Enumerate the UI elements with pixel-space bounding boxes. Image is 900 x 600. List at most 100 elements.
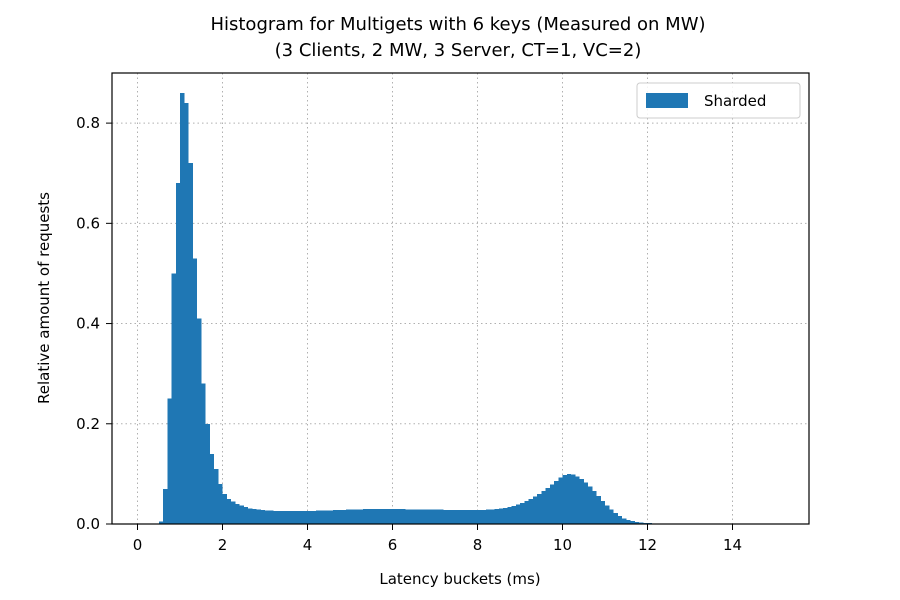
histogram-bar: [371, 508, 376, 524]
histogram-bar: [367, 508, 372, 524]
histogram-bar: [163, 488, 168, 524]
histogram-bar: [354, 509, 359, 524]
histogram-bar: [558, 477, 563, 524]
histogram-bar: [214, 468, 219, 524]
histogram-bar: [358, 509, 363, 524]
histogram-bar: [396, 508, 401, 524]
histogram-bar: [617, 515, 622, 524]
histogram-bar: [337, 509, 342, 524]
histogram-bar: [188, 163, 193, 524]
histogram-bar: [613, 512, 618, 524]
histogram-bar: [486, 509, 491, 524]
histogram-bar: [375, 508, 380, 524]
histogram-bar: [473, 509, 478, 524]
histogram-bar: [260, 509, 265, 524]
histogram-bar: [605, 505, 610, 524]
histogram-bar: [197, 318, 202, 524]
histogram-bar: [464, 509, 469, 524]
histogram-bar: [596, 495, 601, 524]
histogram-bar: [413, 509, 418, 524]
histogram-bar: [265, 510, 270, 524]
histogram-bar: [588, 486, 593, 524]
histogram-bar: [503, 507, 508, 524]
histogram-bar: [592, 490, 597, 524]
histogram-bar: [282, 510, 287, 524]
histogram-bar: [286, 510, 291, 524]
histogram-bar: [481, 509, 486, 524]
histogram-bar: [311, 510, 316, 524]
histogram-bar: [507, 506, 512, 524]
histogram-bar: [409, 509, 414, 524]
histogram-bar: [460, 509, 465, 524]
histogram-bar: [388, 508, 393, 524]
legend-label-sharded: Sharded: [704, 92, 766, 110]
histogram-bar: [524, 500, 529, 524]
legend: Sharded: [636, 82, 801, 119]
histogram-bar: [405, 509, 410, 524]
histogram-bar: [201, 383, 206, 524]
histogram-bar: [180, 93, 185, 525]
histogram-bar: [192, 258, 197, 524]
x-axis-label: Latency buckets (ms): [379, 570, 540, 588]
histogram-bar: [477, 509, 482, 524]
histogram-bar: [277, 510, 282, 524]
histogram-bar: [303, 510, 308, 524]
histogram-bar: [545, 487, 550, 524]
x-tick-label: 0: [133, 536, 143, 554]
x-tick-label: 4: [303, 536, 313, 554]
y-axis-label: Relative amount of requests: [35, 192, 53, 404]
histogram-bar: [299, 510, 304, 524]
histogram-bar: [515, 504, 520, 524]
histogram-bar: [294, 510, 299, 524]
histogram-bar: [205, 423, 210, 524]
histogram-bar: [528, 498, 533, 524]
histogram-bar: [273, 510, 278, 524]
histogram-bar: [248, 508, 253, 524]
histogram-bar: [541, 490, 546, 524]
histogram-bar: [430, 509, 435, 524]
histogram-bar: [426, 509, 431, 524]
histogram-bar: [167, 398, 172, 524]
histogram-bar: [583, 482, 588, 524]
histogram-bars: [158, 93, 775, 525]
histogram-bar: [490, 509, 495, 524]
x-tick-label: 10: [553, 536, 572, 554]
histogram-bar: [209, 453, 214, 524]
histogram-bar: [418, 509, 423, 524]
histogram-bar: [549, 484, 554, 524]
histogram-bar: [494, 508, 499, 524]
x-tick-label: 6: [388, 536, 398, 554]
histogram-bar: [345, 509, 350, 524]
histogram-bar: [554, 480, 559, 524]
x-tick-label: 8: [473, 536, 483, 554]
histogram-bar: [171, 273, 176, 524]
histogram-bar: [456, 509, 461, 524]
histogram-bar: [622, 518, 627, 524]
histogram-bar: [562, 474, 567, 524]
histogram-bar: [239, 505, 244, 524]
histogram-bar: [600, 500, 605, 524]
histogram-bar: [362, 508, 367, 524]
histogram-bar: [243, 506, 248, 524]
histogram-bar: [256, 509, 261, 524]
histogram-bar: [469, 509, 474, 524]
histogram-bar: [231, 501, 236, 524]
histogram-bar: [422, 509, 427, 524]
histogram-bar: [175, 183, 180, 524]
histogram-bar: [316, 510, 321, 524]
histogram-bar: [626, 519, 631, 524]
histogram-bar: [307, 510, 312, 524]
histogram-bar: [392, 508, 397, 524]
histogram-bar: [566, 473, 571, 524]
histogram-bar: [520, 502, 525, 524]
histogram-bar: [184, 103, 189, 525]
histogram-bar: [235, 503, 240, 524]
x-tick-label: 12: [638, 536, 657, 554]
histogram-bar: [447, 509, 452, 524]
x-axis-ticks: 0 2 4 6 8 10 12 14: [133, 524, 742, 554]
histogram-bar: [443, 509, 448, 524]
histogram-bar: [252, 508, 257, 524]
y-tick-label: 0.8: [76, 114, 100, 132]
x-tick-label: 14: [723, 536, 742, 554]
